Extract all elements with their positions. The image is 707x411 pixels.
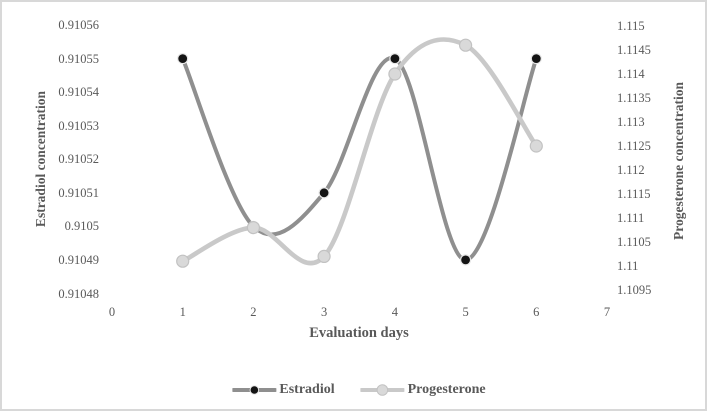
- progesterone-line: [180, 37, 539, 266]
- x-axis-tick: 7: [603, 305, 611, 319]
- x-axis-tick: 3: [321, 305, 328, 319]
- left-axis-title: Estradiol concentration: [33, 90, 48, 228]
- right-axis-tick: 1.1135: [617, 91, 651, 105]
- x-axis-tick: 1: [179, 305, 186, 319]
- left-axis-tick: 0.91053: [58, 118, 99, 133]
- left-axis-tick: 0.9105: [64, 219, 99, 234]
- estradiol-marker: [460, 254, 472, 266]
- left-axis-tick: 0.91055: [58, 51, 99, 66]
- estradiol-marker: [530, 52, 542, 65]
- left-axis-tick: 0.91049: [58, 252, 99, 267]
- progesterone-marker: [388, 67, 402, 81]
- legend-item-estradiol: Estradiol: [232, 382, 335, 398]
- estradiol-marker: [318, 187, 330, 199]
- right-axis-tick: 1.1095: [617, 283, 652, 297]
- right-axis-tick: 1.114: [617, 67, 645, 81]
- right-axis-tick: 1.1115: [617, 187, 651, 201]
- progesterone-marker: [459, 38, 473, 52]
- right-axis-tick: 1.112: [617, 163, 645, 177]
- left-axis-tick: 0.91054: [58, 85, 99, 100]
- right-axis-tick: 1.113: [617, 115, 645, 129]
- right-axis-tick: 1.115: [617, 19, 645, 33]
- left-axis-tick: 0.91048: [58, 286, 99, 301]
- right-axis-title: Progesterone concentration: [671, 81, 686, 241]
- legend: Estradiol Progesterone: [232, 382, 486, 398]
- x-axis-tick: 4: [391, 305, 398, 319]
- x-axis-tick: 5: [462, 305, 469, 319]
- progesterone-marker: [246, 221, 260, 235]
- right-axis-tick: 1.1105: [617, 235, 651, 249]
- left-axis-tick: 0.91051: [58, 185, 99, 200]
- progesterone-marker: [529, 139, 543, 153]
- x-axis-tick: 2: [250, 305, 257, 319]
- right-axis-tick: 1.1125: [617, 139, 651, 153]
- right-axis-tick: 1.111: [617, 211, 645, 225]
- right-axis-tick: 1.1145: [617, 43, 651, 57]
- progesterone-marker: [176, 254, 190, 268]
- x-axis-title: Evaluation days: [309, 325, 409, 341]
- estradiol-marker: [177, 52, 189, 65]
- x-axis-tick: 6: [533, 305, 540, 319]
- legend-label: Progesterone: [407, 382, 486, 397]
- right-axis-tick: 1.11: [617, 259, 639, 273]
- legend-label: Estradiol: [279, 382, 335, 397]
- legend-item-progesterone: Progesterone: [360, 382, 486, 398]
- progesterone-marker: [317, 249, 331, 263]
- left-axis-tick: 0.91052: [58, 152, 99, 167]
- left-axis-tick: 0.91056: [58, 18, 99, 32]
- estradiol-marker: [389, 52, 401, 65]
- estradiol-legend-line-icon: [232, 385, 277, 395]
- progesterone-legend-line-icon: [360, 384, 405, 396]
- x-axis-tick: 0: [108, 305, 116, 319]
- estradiol-line: [180, 56, 539, 262]
